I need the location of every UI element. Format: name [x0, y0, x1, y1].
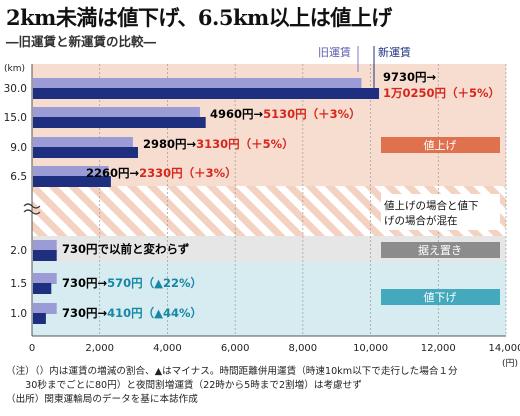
x-tick-label: 8,000 — [289, 343, 318, 354]
legend-old: 旧運賃 — [318, 45, 351, 59]
annotation-1-5km: 730円→570円（▲22%） — [62, 276, 202, 290]
x-tick-label: 12,000 — [421, 343, 456, 354]
badge-same-label: 据え置き — [418, 243, 462, 257]
bar-new-30-0 — [33, 88, 380, 99]
bar-old-1-0 — [33, 303, 57, 314]
y-tick-label: 30.0 — [4, 83, 27, 95]
badge-down-label: 値下げ — [424, 291, 457, 304]
x-tick-label: 0 — [29, 343, 35, 354]
chart-subtitle: ―旧運賃と新運賃の比較― — [6, 34, 157, 49]
bar-old-2-0 — [33, 240, 57, 251]
y-tick-label: 1.5 — [10, 278, 27, 290]
mixed-note-box — [381, 194, 500, 230]
annotation-15km: 4960円→5130円（＋3%） — [210, 107, 361, 121]
axis-break-mark — [23, 203, 41, 215]
annotation-9km: 2980円→3130円（＋5%） — [143, 137, 294, 151]
y-tick-label: 1.0 — [10, 308, 27, 320]
bar-old-30-0 — [33, 78, 362, 89]
bar-new-2-0 — [33, 250, 57, 261]
bar-new-1-0 — [33, 313, 46, 324]
badge-down — [381, 289, 500, 305]
chart-title: 2km未満は値下げ、6.5km以上は値上げ — [6, 5, 392, 30]
mixed-note-line1: 値上げの場合と値下 — [384, 199, 479, 212]
x-unit-label: (円) — [502, 358, 518, 369]
bar-new-6-5 — [33, 176, 111, 187]
legend-new: 新運賃 — [378, 45, 411, 59]
annotation-2km: 730円で以前と変わらず — [62, 242, 190, 256]
y-tick-label: 2.0 — [10, 245, 27, 257]
bar-old-9-0 — [33, 137, 133, 148]
badge-same — [381, 242, 500, 258]
annotation-6-5km: 2260円→2330円（＋3%） — [86, 166, 237, 180]
mixed-note-line2: げの場合が混在 — [384, 214, 458, 227]
bar-old-15-0 — [33, 107, 200, 118]
bar-new-1-5 — [33, 283, 52, 294]
y-tick-label: 9.0 — [10, 142, 27, 154]
bar-old-6-5 — [33, 166, 109, 177]
annotation-30km: 9730円→ — [383, 70, 437, 84]
badge-up — [381, 137, 500, 153]
bar-new-9-0 — [33, 147, 138, 158]
y-tick-label: 15.0 — [4, 112, 27, 124]
footnote-1: （注）（）内は運賃の増減の割合、▲はマイナス。時間距離併用運賃（時速10km以下… — [6, 366, 458, 377]
bar-new-15-0 — [33, 117, 206, 128]
y-tick-label: 6.5 — [10, 171, 27, 183]
annotation-1km: 730円→410円（▲44%） — [62, 306, 202, 320]
x-tick-label: 14,000 — [489, 343, 520, 354]
y-unit-label: (km) — [4, 64, 25, 74]
x-tick-label: 6,000 — [221, 343, 250, 354]
x-tick-label: 10,000 — [353, 343, 388, 354]
footnote-source: （出所）関東運輸局のデータを基に本誌作成 — [6, 394, 198, 405]
x-tick-label: 2,000 — [85, 343, 114, 354]
footnote-2: 30秒までごとに80円）と夜間割増運賃（22時から5時まで2割増）は考慮せず — [6, 380, 362, 391]
annotation-30km-new: 1万0250円（＋5%） — [383, 86, 500, 100]
badge-up-label: 値上げ — [424, 139, 457, 152]
bar-old-1-5 — [33, 273, 57, 284]
x-tick-label: 4,000 — [153, 343, 182, 354]
